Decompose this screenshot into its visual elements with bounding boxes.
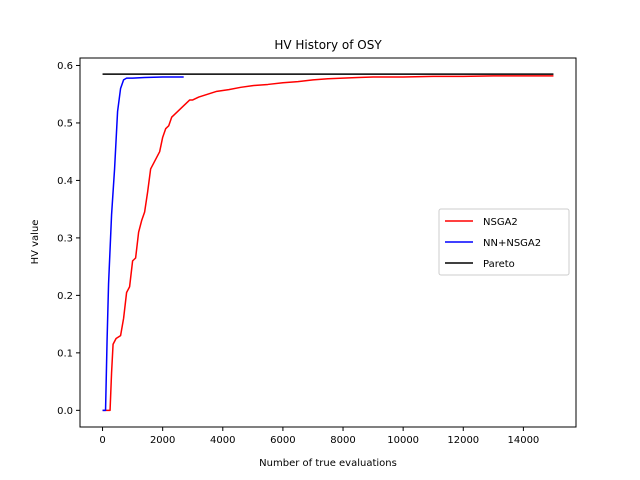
plot-area (102, 73, 554, 412)
series-line-1 (102, 76, 184, 412)
y-tick-label: 0.4 (57, 176, 73, 187)
x-tick-label: 4000 (210, 435, 235, 446)
y-tick-label: 0.1 (57, 348, 73, 359)
y-tick-label: 0.2 (57, 291, 73, 302)
y-tick-label: 0.5 (57, 118, 73, 129)
series-line-0 (102, 75, 554, 412)
y-tick-label: 0.3 (57, 233, 73, 244)
x-tick-label: 2000 (150, 435, 175, 446)
chart-title: HV History of OSY (274, 38, 382, 52)
y-axis: 0.0 0.1 0.2 0.3 0.4 0.5 0.6 (57, 61, 80, 417)
legend-label: NSGA2 (483, 217, 518, 228)
x-tick-label: 0 (99, 435, 105, 446)
x-tick-label: 6000 (270, 435, 295, 446)
x-axis: 0 2000 4000 6000 8000 10000 12000 14000 (99, 427, 539, 446)
x-tick-label: 12000 (447, 435, 479, 446)
legend: NSGA2 NN+NSGA2 Pareto (438, 208, 570, 276)
x-tick-label: 14000 (507, 435, 539, 446)
legend-label: NN+NSGA2 (483, 238, 541, 249)
x-axis-label: Number of true evaluations (259, 458, 397, 469)
legend-label: Pareto (483, 259, 515, 270)
legend-box (438, 208, 570, 276)
x-tick-label: 10000 (387, 435, 419, 446)
y-tick-label: 0.0 (57, 406, 73, 417)
y-tick-label: 0.6 (57, 61, 73, 72)
y-axis-label: HV value (30, 220, 41, 265)
x-tick-label: 8000 (330, 435, 355, 446)
plot-frame (79, 57, 577, 428)
